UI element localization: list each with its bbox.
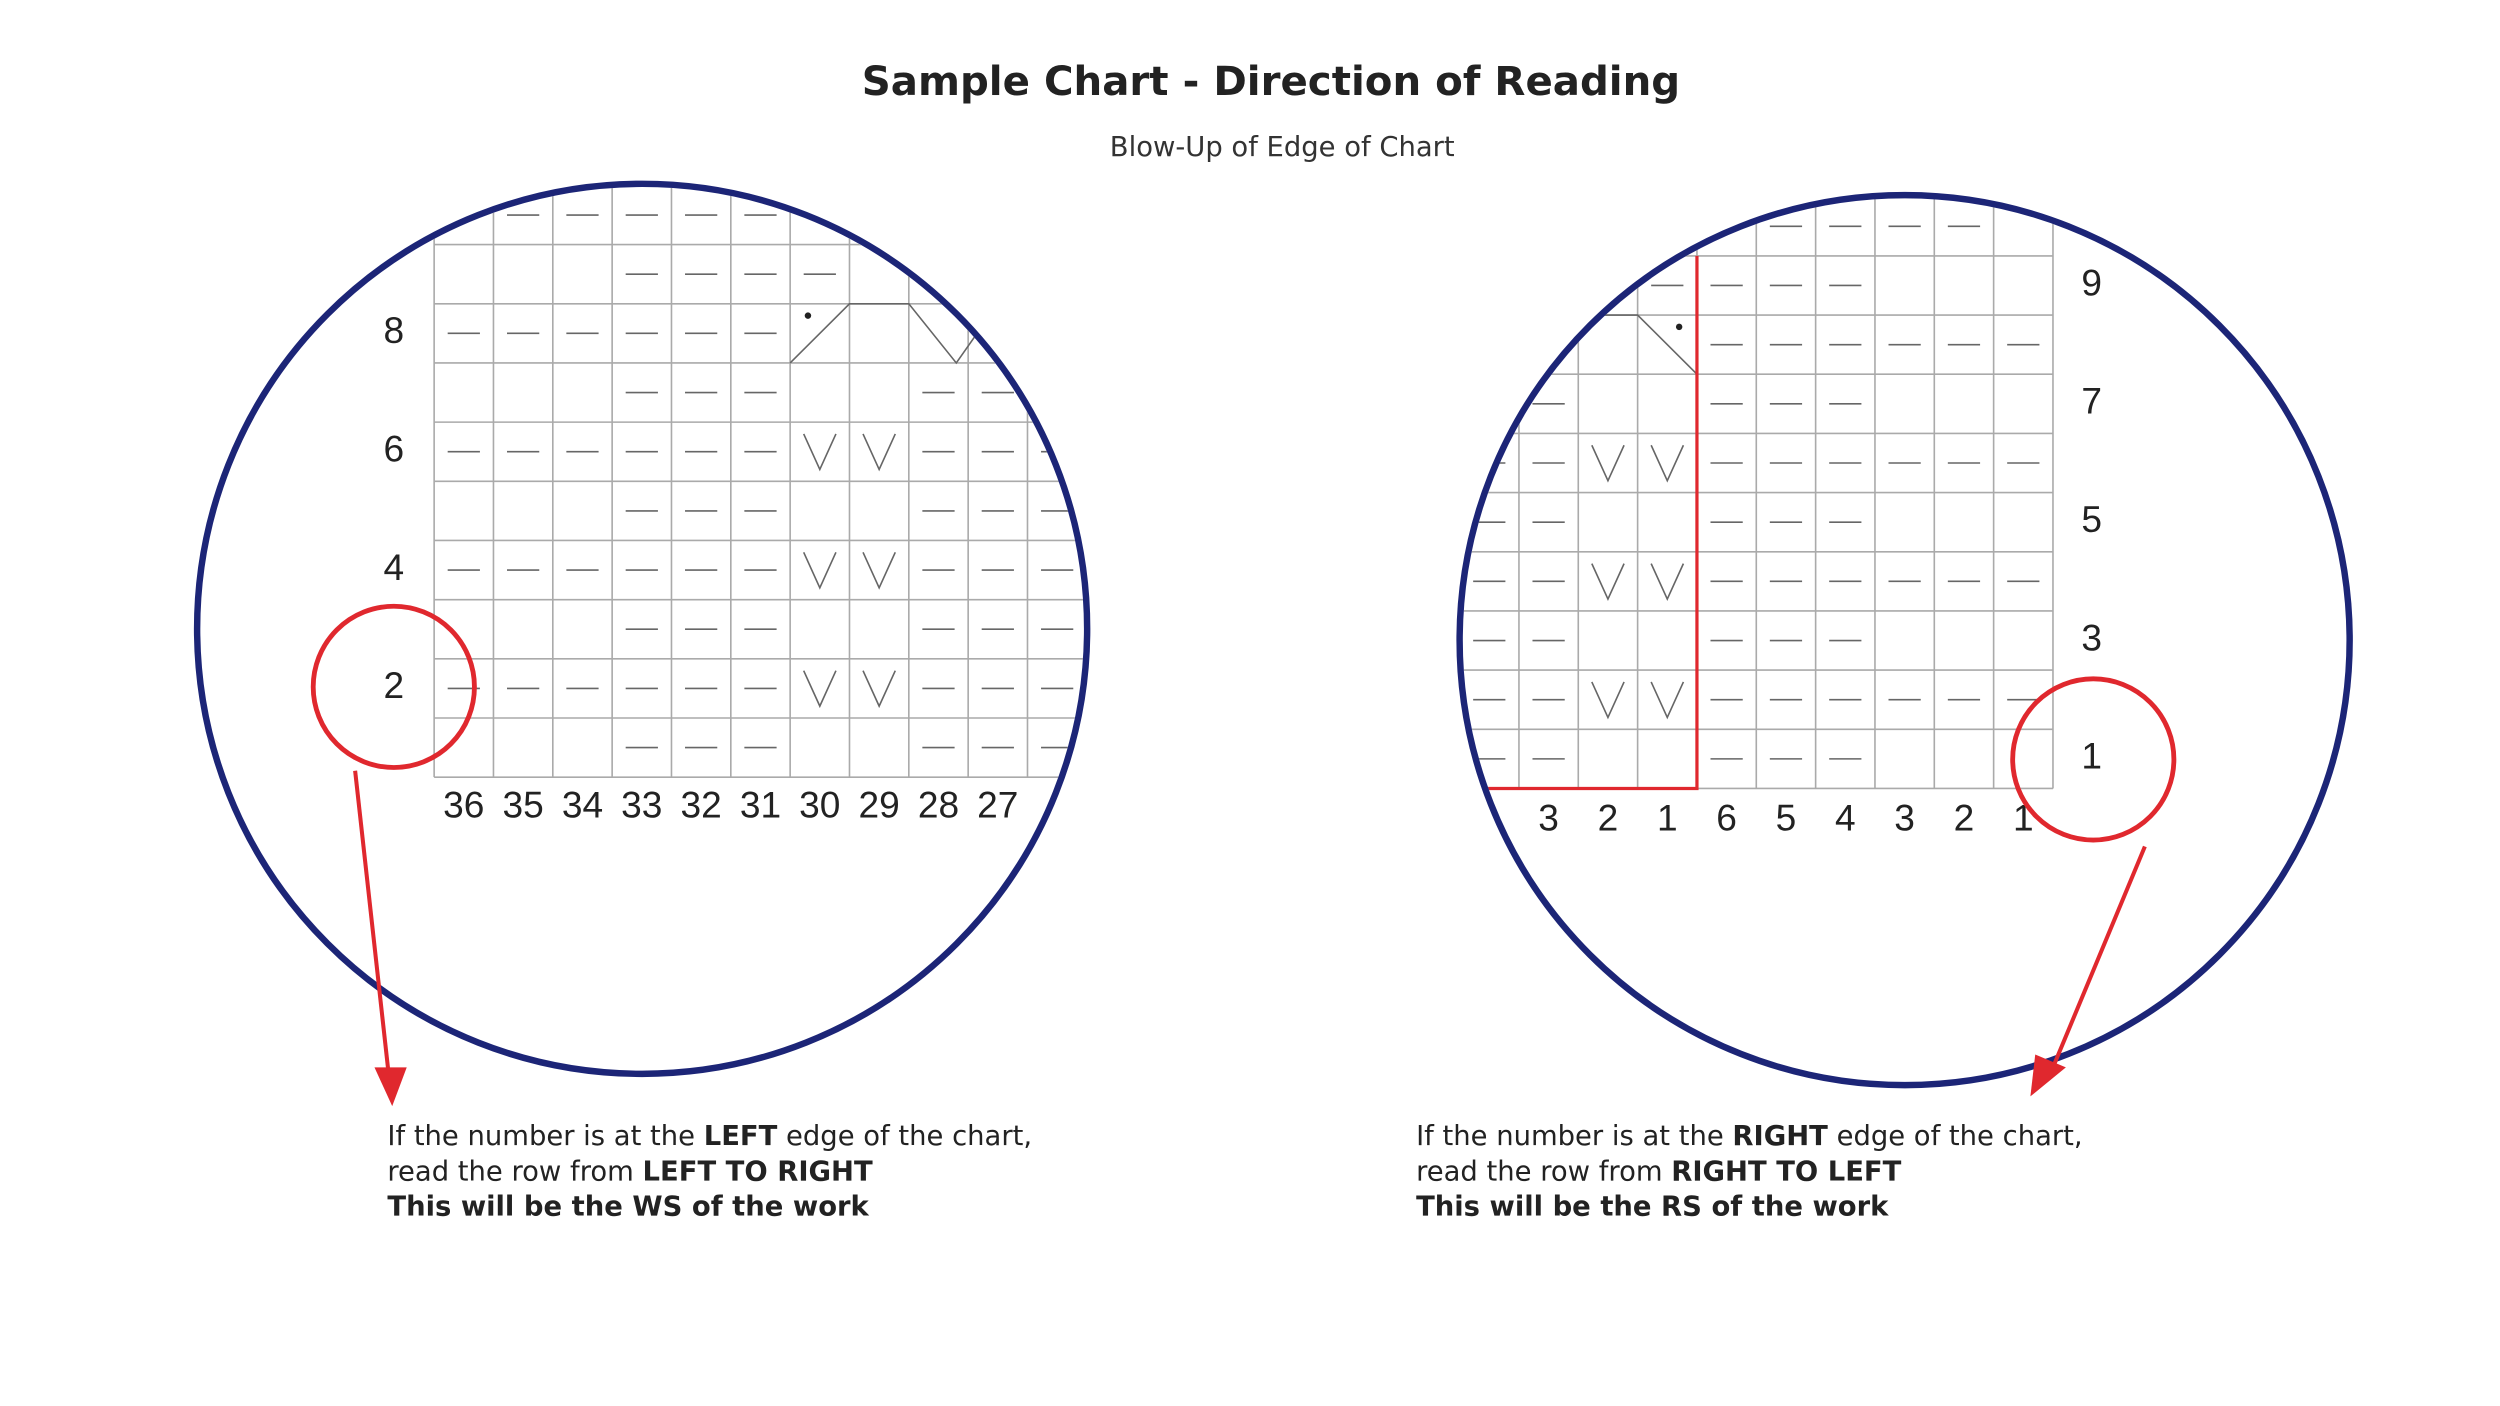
knit-symbol <box>802 433 837 472</box>
caption-text: edge of the chart, <box>1828 1121 2083 1152</box>
caption-text: RIGHT TO LEFT <box>1671 1156 1901 1187</box>
highlight-circle <box>310 603 477 770</box>
arrow-head <box>374 1067 407 1107</box>
column-number: 3 <box>1538 797 1559 839</box>
column-number: 28 <box>918 784 959 826</box>
caption-text: If the number is at the <box>387 1121 703 1152</box>
dot <box>1675 323 1683 331</box>
caption-text: If the number is at the <box>1416 1121 1732 1152</box>
knit-symbol <box>802 670 837 709</box>
knit-symbol <box>1650 444 1685 483</box>
caption-line: This will be the RS of the work <box>1416 1192 1889 1223</box>
caption-text: This will be the WS of the work <box>387 1192 869 1223</box>
caption-text: LEFT <box>704 1121 778 1152</box>
magnifier-left <box>193 180 1091 1078</box>
chart-blowup-left <box>433 187 1084 778</box>
knit-symbol <box>862 551 897 590</box>
caption-text: read the row from <box>1416 1156 1671 1187</box>
column-number: 33 <box>621 784 662 826</box>
caption-line: If the number is at the RIGHT edge of th… <box>1416 1121 2083 1152</box>
caption-text: This will be the RS of the work <box>1416 1192 1889 1223</box>
knit-symbol <box>862 433 897 472</box>
dot <box>804 312 812 319</box>
row-number: 4 <box>384 546 405 588</box>
knit-symbol <box>862 670 897 709</box>
column-number: 2 <box>1598 797 1619 839</box>
subtitle: Blow-Up of Edge of Chart <box>1110 132 1455 163</box>
row-number: 9 <box>2081 261 2102 303</box>
row-number: 5 <box>2081 498 2102 540</box>
row-number: 1 <box>2081 735 2102 777</box>
row-number: 3 <box>2081 616 2102 658</box>
knit-symbol <box>1591 444 1625 483</box>
knit-symbol <box>1650 563 1685 602</box>
arrow <box>2051 845 2147 1069</box>
caption-text: edge of the chart, <box>777 1121 1032 1152</box>
knit-symbol <box>1591 563 1625 602</box>
column-number: 30 <box>799 784 840 826</box>
caption-line: If the number is at the LEFT edge of the… <box>387 1121 1032 1152</box>
arrow <box>353 770 391 1078</box>
repeat-line <box>1462 255 1699 791</box>
caption-line: This will be the WS of the work <box>387 1192 869 1223</box>
column-number: 29 <box>859 784 900 826</box>
caption-text: LEFT TO RIGHT <box>643 1156 873 1187</box>
column-number: 3 <box>1894 797 1915 839</box>
caption-line: read the row from LEFT TO RIGHT <box>387 1156 873 1187</box>
row-number: 7 <box>2081 380 2102 422</box>
column-number: 27 <box>977 784 1018 826</box>
column-number: 34 <box>562 784 603 826</box>
column-number: 2 <box>1954 797 1975 839</box>
arrow-head <box>2030 1054 2066 1097</box>
column-number: 5 <box>1776 797 1797 839</box>
caption-line: read the row from RIGHT TO LEFT <box>1416 1156 1902 1187</box>
column-number: 6 <box>1716 797 1737 839</box>
column-number: 31 <box>740 784 781 826</box>
column-number: 4 <box>1835 797 1856 839</box>
column-number: 1 <box>1657 797 1678 839</box>
caption-text: read the row from <box>387 1156 642 1187</box>
column-number: 36 <box>443 784 484 826</box>
row-number: 6 <box>384 428 405 470</box>
knit-symbol <box>1650 681 1685 720</box>
column-number: 32 <box>681 784 722 826</box>
column-number: 35 <box>503 784 544 826</box>
knit-symbol <box>802 551 837 590</box>
chart-blowup-right <box>1462 198 2054 791</box>
title: Sample Chart - Direction of Reading <box>862 58 1680 105</box>
magnifier-right <box>1456 191 2353 1089</box>
row-number: 8 <box>384 309 405 351</box>
caption-text: RIGHT <box>1732 1121 1828 1152</box>
knit-symbol <box>1591 681 1625 720</box>
row-number: 2 <box>384 664 405 706</box>
highlight-circle <box>2010 676 2177 843</box>
